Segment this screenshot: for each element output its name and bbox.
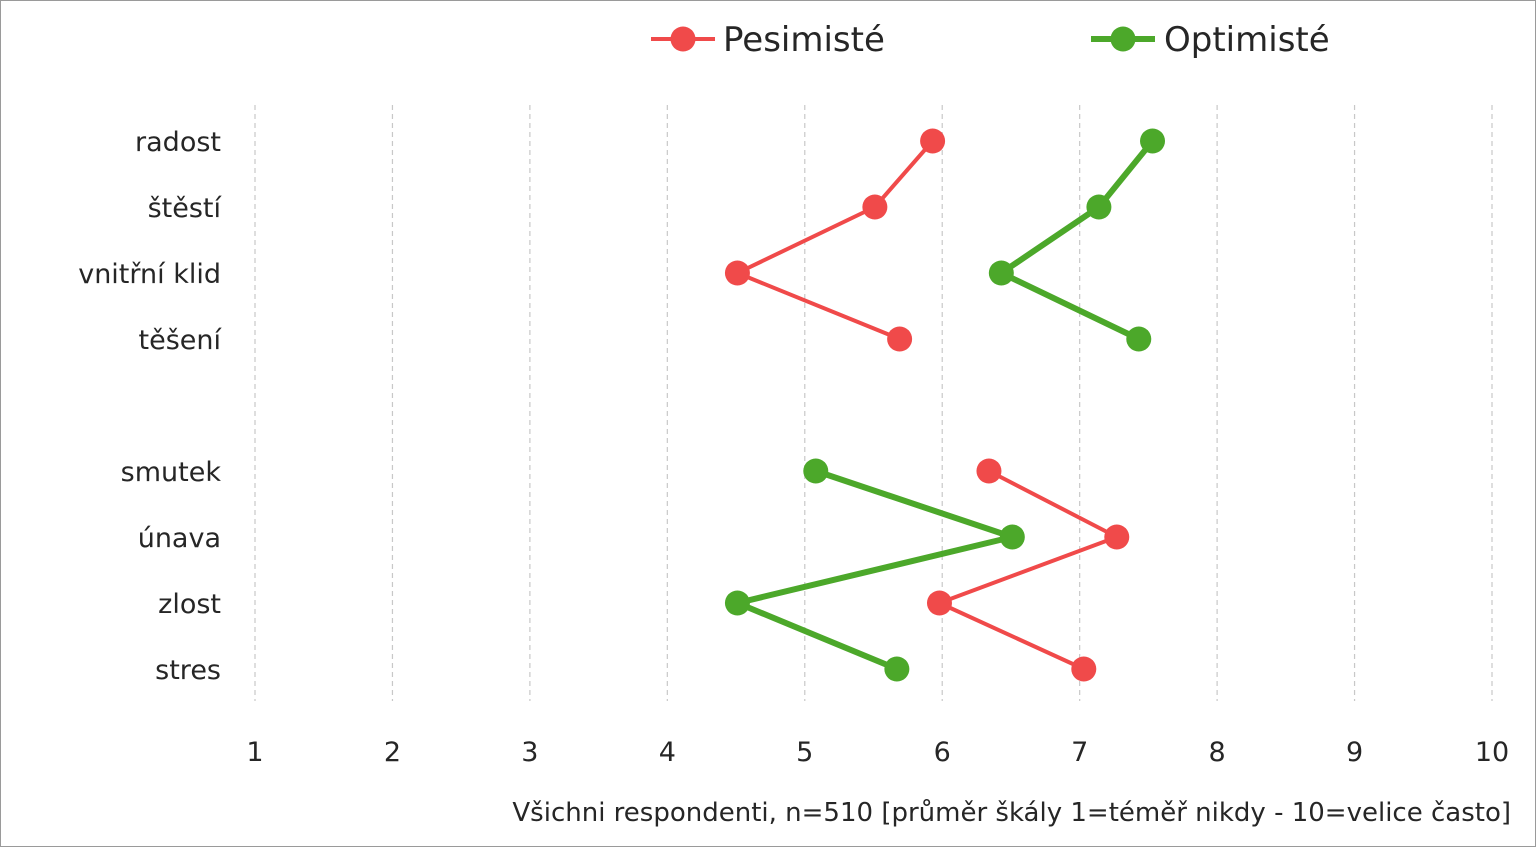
- data-point: [1086, 194, 1112, 220]
- data-point: [803, 458, 829, 484]
- data-point: [884, 656, 910, 682]
- data-point: [1126, 326, 1152, 352]
- category-label: únava: [138, 523, 221, 554]
- legend-label: Optimisté: [1164, 20, 1330, 60]
- category-labels: radost štěstí vnitřní klid těšení smutek únav…: [78, 127, 222, 686]
- series-points: [724, 128, 1166, 682]
- category-label: stres: [155, 655, 221, 686]
- series-line: [937, 469, 1119, 671]
- x-tick-label: 9: [1346, 737, 1363, 768]
- data-point: [862, 194, 888, 220]
- data-point: [999, 524, 1025, 550]
- legend-swatch-marker: [1110, 26, 1136, 52]
- data-point: [976, 458, 1002, 484]
- x-tick-label: 4: [659, 737, 676, 768]
- series-line: [998, 139, 1155, 342]
- legend-swatch-marker: [670, 26, 696, 52]
- category-label: štěstí: [148, 193, 223, 224]
- category-label: zlost: [158, 589, 221, 620]
- series-lines: [734, 139, 1155, 672]
- category-label: vnitřní klid: [78, 259, 221, 290]
- legend: Pesimisté Optimisté: [651, 20, 1330, 60]
- data-point: [1104, 524, 1130, 550]
- x-tick-label: 7: [1071, 737, 1088, 768]
- legend-item: Pesimisté: [651, 20, 885, 60]
- x-tick-label: 3: [521, 737, 538, 768]
- x-tick-label: 2: [384, 737, 401, 768]
- grid-lines: [254, 105, 1493, 701]
- series-line: [735, 139, 935, 341]
- category-label: smutek: [121, 457, 222, 488]
- x-tick-label: 1: [246, 737, 263, 768]
- legend-item: Optimisté: [1091, 20, 1330, 60]
- data-point: [920, 128, 946, 154]
- data-point: [724, 590, 750, 616]
- data-point: [724, 260, 750, 286]
- x-tick-labels: 1 2 3 4 5 6 7 8 9 10: [246, 737, 1509, 768]
- x-tick-label: 6: [934, 737, 951, 768]
- category-label: těšení: [139, 325, 223, 356]
- data-point: [887, 326, 913, 352]
- data-point: [1140, 128, 1166, 154]
- series-line: [734, 468, 1016, 672]
- x-axis-title: Všichni respondenti, n=510 [průměr škály…: [512, 798, 1511, 828]
- category-label: radost: [135, 127, 221, 158]
- x-tick-label: 10: [1475, 737, 1509, 768]
- data-point: [1071, 656, 1097, 682]
- legend-label: Pesimisté: [723, 20, 885, 60]
- data-point: [988, 260, 1014, 286]
- x-tick-label: 5: [796, 737, 813, 768]
- x-tick-label: 8: [1209, 737, 1226, 768]
- data-point: [926, 590, 952, 616]
